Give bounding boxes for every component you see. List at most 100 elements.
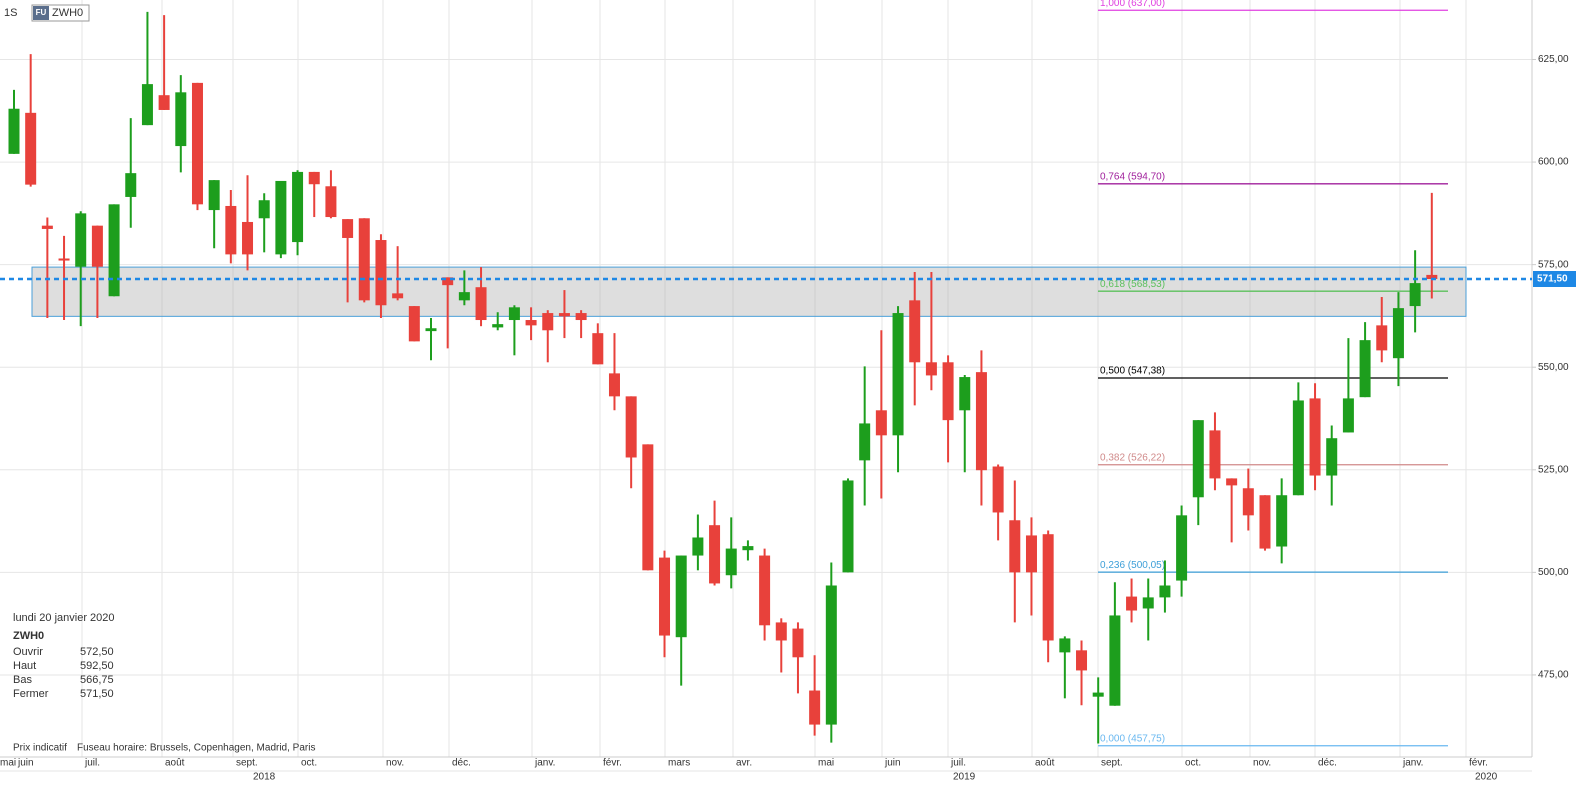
interval[interactable]: 1S [4,7,17,19]
candle-body [175,92,187,147]
candle-body [1109,615,1121,706]
x-year-label: 2019 [953,772,976,783]
candle-body [575,313,587,321]
candle-body [892,313,904,436]
candle-body [475,287,487,321]
candle-body [1259,495,1271,549]
x-tick-label: mai [818,758,834,769]
x-tick-label: nov. [386,758,404,769]
candle-body [358,218,370,301]
candle-body [792,628,804,658]
candle-body [525,320,537,326]
info-value: 571,50 [80,688,114,700]
info-label: Bas [13,674,32,686]
info-value: 592,50 [80,660,114,672]
fib-label: 0,618 (568,53) [1100,279,1165,290]
candle-body [1242,488,1254,516]
candle-body [942,362,954,421]
x-tick-label: août [165,758,185,769]
symbol-badge: FU [36,8,47,17]
candle-body [242,221,254,255]
candle-body [1126,596,1138,611]
candle-body [458,292,470,301]
x-year-label: 2020 [1475,772,1498,783]
y-tick-label: 525,00 [1538,464,1569,475]
candle-body [1009,520,1021,573]
fib-label: 0,382 (526,22) [1100,452,1165,463]
candle-body [1309,398,1321,476]
candle-body [191,82,203,205]
candle-body [508,307,520,321]
x-tick-label: déc. [452,758,471,769]
candle-body [1292,400,1304,496]
x-tick-label: oct. [301,758,317,769]
y-tick-label: 575,00 [1538,259,1569,270]
candle-body [825,585,837,725]
candle-body [659,557,671,636]
candle-body [775,622,787,641]
y-tick-label: 625,00 [1538,54,1569,65]
candle-body [975,372,987,471]
candle-body [1092,692,1104,697]
x-tick-label: nov. [1253,758,1271,769]
candle-body [1426,274,1438,280]
x-tick-label: oct. [1185,758,1201,769]
x-tick-label: juil. [84,758,100,769]
candle-body [1176,515,1188,581]
candle-body [58,258,70,261]
fib-label: 0,500 (547,38) [1100,366,1165,377]
candle-body [108,204,120,297]
x-tick-label: déc. [1318,758,1337,769]
candle-body [141,84,153,126]
x-tick-label: juil. [950,758,966,769]
candle-body [959,377,971,411]
candle-body [408,306,420,342]
x-tick-label: févr. [603,758,622,769]
candle-body [125,173,137,197]
x-tick-label: mai [0,758,16,769]
candle-body [909,300,921,363]
candle-body [225,205,237,255]
y-tick-label: 550,00 [1538,362,1569,373]
footer-note: Prix indicatif [13,743,67,754]
symbol: ZWH0 [52,7,83,19]
candle-body [1025,535,1037,573]
candle-body [992,466,1004,513]
candle-body [1192,420,1204,498]
y-tick-label: 500,00 [1538,567,1569,578]
candle-body [859,423,871,461]
candle-body [925,362,937,376]
candle-body [342,219,354,238]
candle-body [1159,585,1171,598]
candle-body [725,548,737,576]
candle-body [1042,534,1054,641]
x-year-label: 2018 [253,772,276,783]
candle-body [8,108,20,154]
candle-body [709,525,721,584]
fib-label: 1,000 (637,00) [1100,0,1165,9]
y-tick-label: 600,00 [1538,157,1569,168]
candle-body [759,555,771,626]
info-label: Fermer [13,688,49,700]
x-tick-label: sept. [236,758,258,769]
candle-body [875,410,887,436]
candle-body [492,324,504,328]
candle-body [91,225,103,267]
info-date: lundi 20 janvier 2020 [13,612,115,624]
footer-timezone: Fuseau horaire: Brussels, Copenhagen, Ma… [77,743,315,754]
candle-body [1342,398,1354,433]
candle-body [625,396,637,458]
candle-body [375,240,387,306]
candle-body [842,480,854,573]
y-tick-label: 475,00 [1538,670,1569,681]
candle-body [392,293,404,299]
candle-body [642,444,654,571]
x-tick-label: janv. [1402,758,1423,769]
candle-body [158,95,170,110]
x-tick-label: sept. [1101,758,1123,769]
candle-body [675,555,687,638]
x-tick-label: août [1035,758,1055,769]
